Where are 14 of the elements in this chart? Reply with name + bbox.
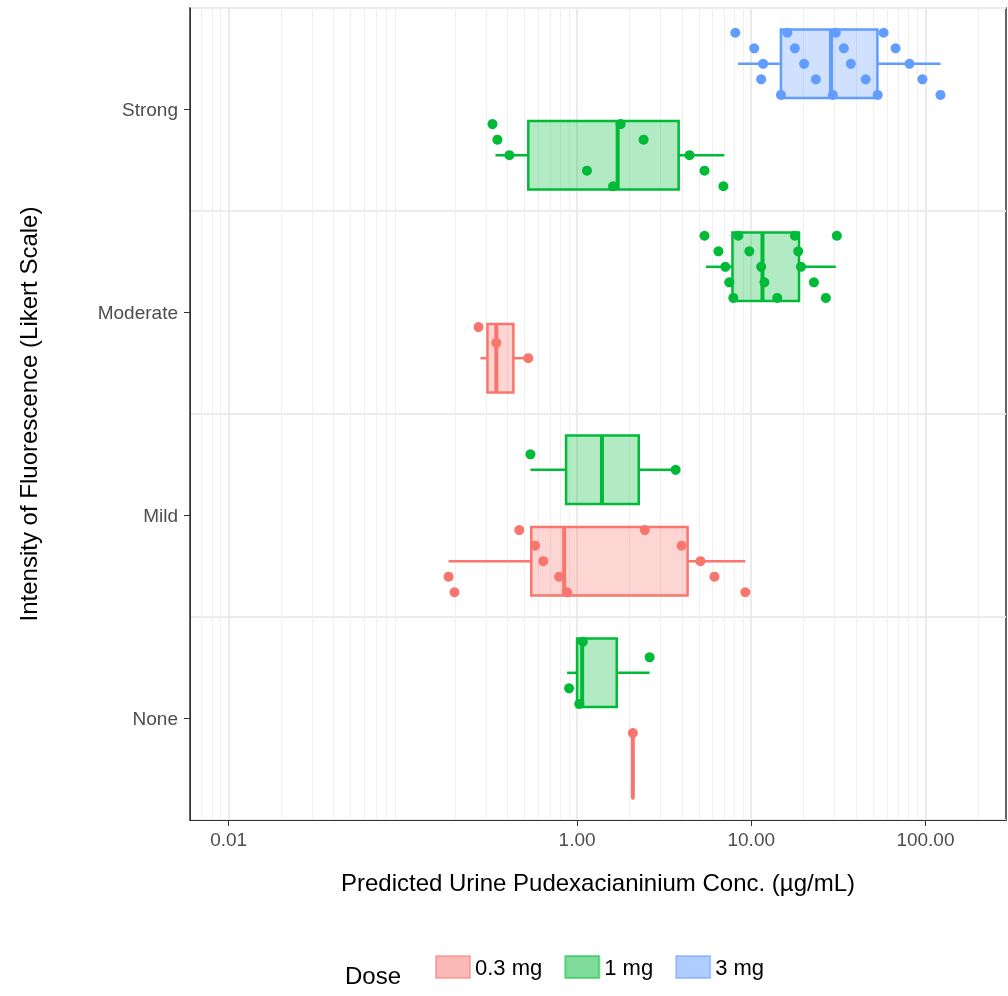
y-tick-label: Moderate <box>97 302 178 323</box>
legend-label: 1 mg <box>604 954 654 980</box>
legend-title: Dose <box>345 961 402 989</box>
x-axis-title: Predicted Urine Pudexacianinium Conc. (µg/mL) <box>340 868 856 896</box>
y-tick-label: None <box>132 708 178 729</box>
x-tick-label: 100.00 <box>896 829 955 850</box>
x-tick-label: 10.00 <box>727 829 776 850</box>
y-tick-label: Strong <box>122 99 178 120</box>
x-tick-label: 0.01 <box>210 829 248 850</box>
legend-label: 3 mg <box>715 954 765 980</box>
legend-label: 0.3 mg <box>475 954 543 980</box>
y-tick-label: Mild <box>143 505 178 526</box>
y-axis-title: Intensity of Fluorescence (Likert Scale) <box>14 206 42 622</box>
x-tick-label: 1.00 <box>558 829 596 850</box>
